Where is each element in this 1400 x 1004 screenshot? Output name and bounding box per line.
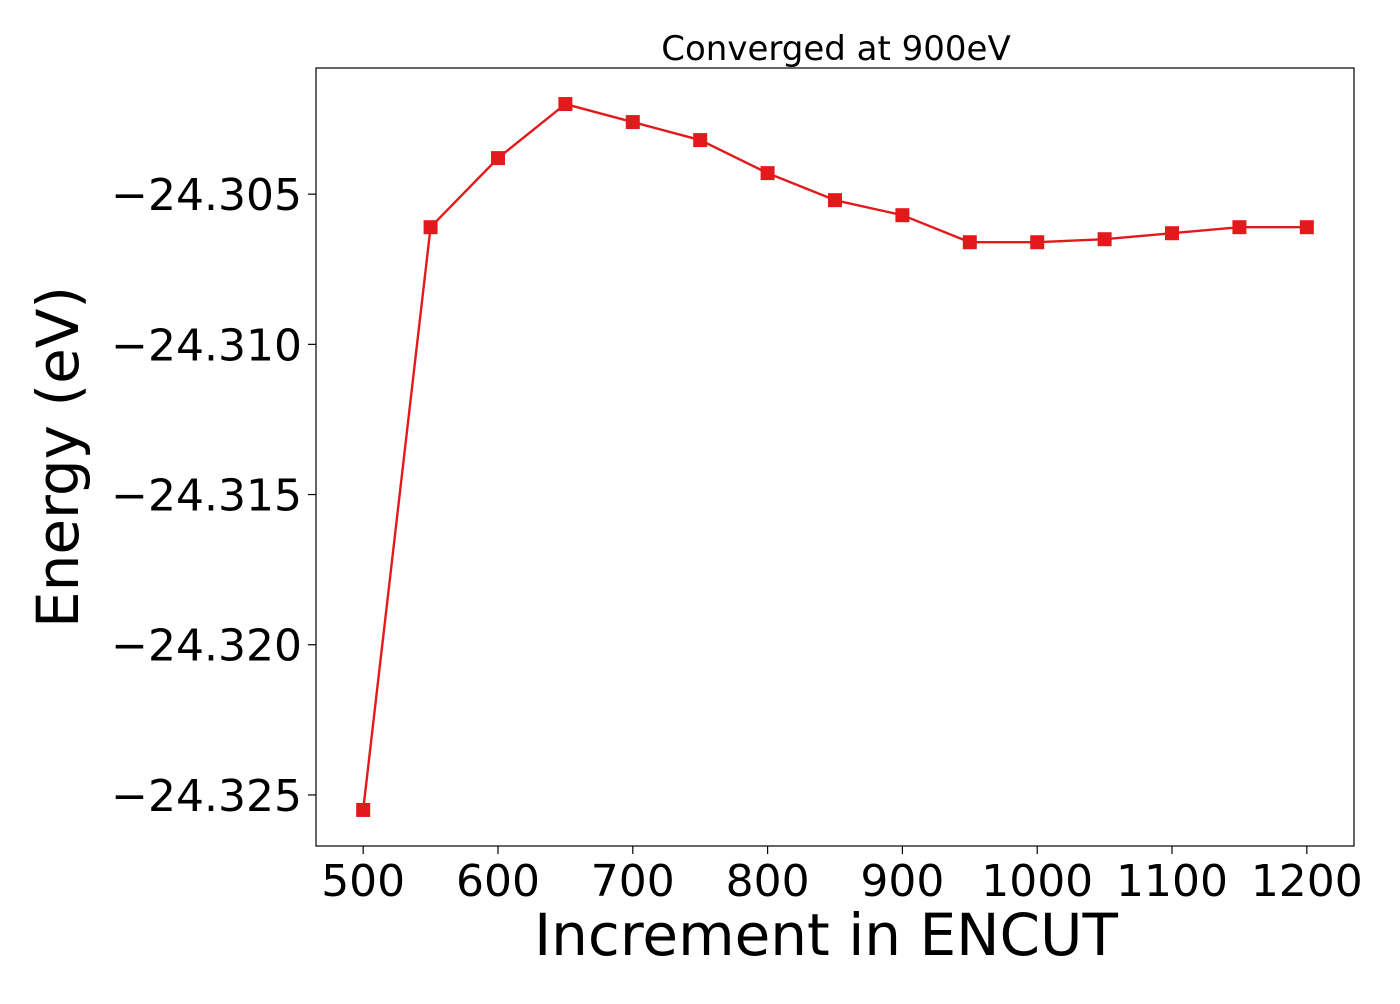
y-tick-label: −24.305 [111, 170, 302, 221]
data-point-marker [1232, 220, 1247, 235]
series-energy [356, 97, 1314, 817]
data-point-marker [423, 220, 438, 235]
data-point-marker [1097, 232, 1112, 247]
data-point-marker [356, 802, 371, 817]
data-point-marker [625, 115, 640, 130]
data-point-marker [962, 235, 977, 250]
y-axis-ticks: −24.305 −24.310 −24.315 −24.320 −24.325 [111, 170, 316, 822]
x-axis-ticks: 500 600 700 800 900 1000 1100 1200 [321, 846, 1363, 907]
x-tick-label: 700 [591, 856, 675, 907]
x-tick-label: 1200 [1251, 856, 1363, 907]
data-point-marker [693, 133, 708, 148]
data-point-marker [558, 97, 573, 112]
chart-title: Converged at 900eV [661, 29, 1010, 69]
x-tick-label: 1100 [1116, 856, 1228, 907]
x-tick-label: 900 [860, 856, 944, 907]
y-tick-label: −24.325 [111, 771, 302, 822]
data-point-marker [760, 166, 775, 181]
plot-area-frame [315, 67, 1355, 847]
x-axis-label: Increment in ENCUT [534, 901, 1118, 969]
y-tick-label: −24.310 [111, 320, 302, 371]
series-line [361, 102, 1307, 811]
data-point-marker [828, 193, 842, 208]
x-tick-label: 800 [726, 856, 810, 907]
data-point-marker [895, 208, 910, 223]
x-tick-label: 1000 [981, 856, 1093, 907]
data-point-marker [1030, 235, 1045, 250]
y-axis-label: Energy (eV) [24, 286, 92, 628]
data-point-marker [490, 151, 505, 166]
x-tick-label: 500 [321, 856, 405, 907]
data-point-marker [1299, 220, 1314, 235]
x-tick-label: 600 [456, 856, 540, 907]
y-tick-label: −24.320 [111, 621, 302, 672]
y-tick-label: −24.315 [111, 471, 302, 522]
data-point-marker [1165, 226, 1180, 241]
